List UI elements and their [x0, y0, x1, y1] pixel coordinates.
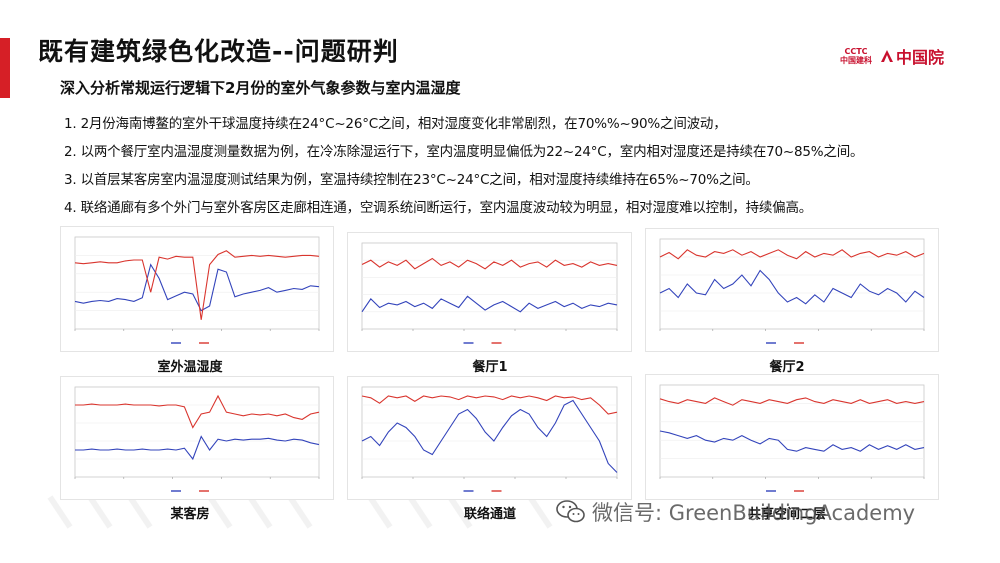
academy-mark-icon — [881, 50, 893, 62]
plot-area — [361, 242, 618, 330]
point-item: 1. 2月份海南博鳌的室外干球温度持续在24°C~26°C之间，相对湿度变化非常… — [64, 116, 727, 132]
chart-restaurant-2 — [645, 228, 939, 352]
plot-area — [361, 386, 618, 478]
humidity-series-line — [361, 257, 618, 270]
plot-area — [659, 384, 925, 478]
temperature-series-line — [75, 435, 320, 461]
chart-caption: 餐厅1 — [472, 360, 508, 375]
humidity-series-line — [659, 249, 925, 260]
plot-area — [74, 386, 320, 478]
chart-caption: 某客房 — [170, 507, 210, 522]
key-points: 1. 2月份海南博鳌的室外干球温度持续在24°C~26°C之间，相对湿度变化非常… — [64, 110, 864, 222]
cctc-logo: CCTC 中国建科 — [834, 47, 878, 65]
point-item: 3. 以首层某客房室内温湿度测试结果为例，室温持续控制在23°C~24°C之间，… — [64, 172, 759, 188]
humidity-series-line — [659, 397, 925, 406]
temperature-series-line — [361, 295, 618, 313]
temperature-series-line — [361, 399, 618, 473]
plot-area — [74, 236, 320, 330]
temperature-series-line — [659, 430, 925, 452]
wechat-icon — [556, 500, 585, 523]
logo: CCTC 中国建科 中国院 — [834, 46, 945, 67]
chart-caption: 餐厅2 — [769, 360, 805, 375]
chart-caption: 联络通道 — [463, 507, 516, 522]
wechat-watermark: 微信号: GreenBuildingAcademy — [556, 497, 915, 527]
temperature-series-line — [74, 263, 320, 312]
chart-shared-space — [645, 374, 939, 500]
chart-caption: 共享空间二层 — [747, 507, 826, 522]
decorative-stripes — [47, 495, 553, 529]
academy-name: 中国院 — [896, 48, 945, 67]
page-title: 既有建筑绿色化改造--问题研判 — [38, 37, 399, 66]
point-item: 4. 联络通廊有多个外门与室外客房区走廊相连通，空调系统间断运行，室内温度波动较… — [64, 200, 813, 216]
cctc-logo-text: CCTC — [844, 47, 868, 56]
page-subtitle: 深入分析常规运行逻辑下2月份的室外气象参数与室内温湿度 — [60, 79, 461, 97]
chart-outdoor — [60, 226, 334, 352]
chart-caption: 室外温湿度 — [157, 360, 223, 375]
plot-area — [659, 238, 925, 330]
chart-restaurant-1 — [347, 232, 632, 352]
cctc-logo-subtext: 中国建科 — [840, 56, 872, 65]
humidity-series-line — [361, 395, 618, 415]
temperature-series-line — [659, 269, 925, 305]
accent-bar — [0, 38, 10, 98]
chart-guest-room — [60, 376, 334, 500]
chart-corridor — [347, 376, 632, 500]
watermark-text: 微信号: GreenBuildingAcademy — [592, 501, 916, 525]
point-item: 2. 以两个餐厅室内温湿度测量数据为例，在冷冻除湿运行下，室内温度明显偏低为22… — [64, 144, 864, 160]
humidity-series-line — [74, 250, 320, 320]
humidity-series-line — [75, 394, 320, 429]
